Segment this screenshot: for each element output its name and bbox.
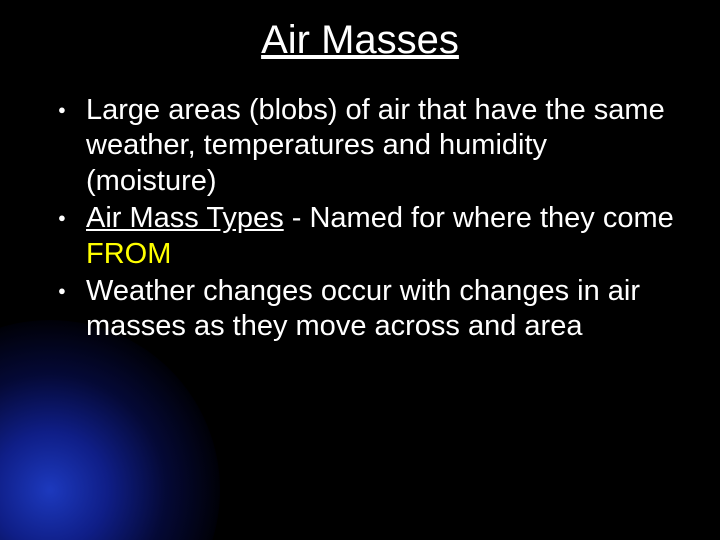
bullet-underlined-prefix: Air Mass Types (86, 202, 284, 234)
bullet-list: Large areas (blobs) of air that have the… (40, 93, 680, 345)
slide-title: Air Masses (40, 18, 680, 63)
bullet-item: Air Mass Types - Named for where they co… (58, 201, 680, 272)
bullet-text: Weather changes occur with changes in ai… (86, 275, 640, 342)
bullet-item: Weather changes occur with changes in ai… (58, 274, 680, 345)
bullet-accent-word: FROM (86, 238, 171, 270)
bullet-item: Large areas (blobs) of air that have the… (58, 93, 680, 199)
bullet-text: Large areas (blobs) of air that have the… (86, 94, 665, 197)
bullet-mid-text: - Named for where they come (284, 202, 674, 234)
slide-container: Air Masses Large areas (blobs) of air th… (0, 0, 720, 540)
